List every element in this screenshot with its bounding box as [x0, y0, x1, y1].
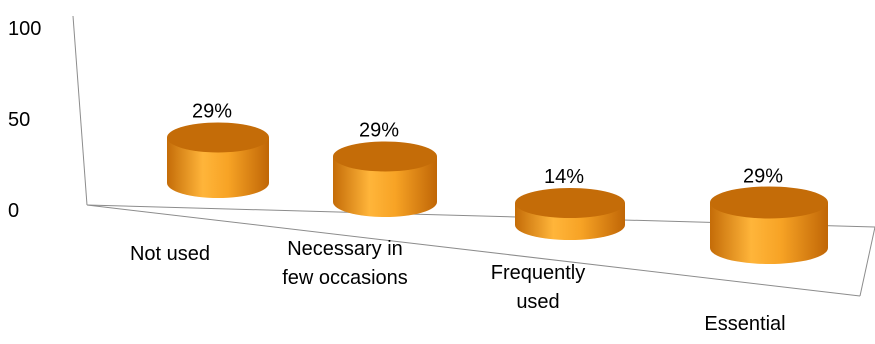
bar-top [333, 141, 437, 172]
bar-body [167, 137, 269, 198]
y-tick-label: 100 [8, 18, 41, 40]
floor-right-line [859, 226, 875, 297]
data-label: 29% [192, 100, 232, 122]
y-tick-labels: 0 50 100 [8, 18, 41, 222]
category-label: Necessary in few occasions [282, 238, 408, 289]
category-labels: Not used Necessary in few occasions Frequen… [130, 238, 786, 335]
bar-1 [167, 122, 269, 198]
data-label: 29% [359, 119, 399, 141]
bar-body [710, 202, 828, 264]
category-label: Frequently used [491, 262, 586, 313]
y-tick-label: 50 [8, 109, 30, 131]
data-labels: 29% 29% 14% 29% [192, 100, 783, 188]
bar-3 [515, 188, 625, 240]
y-tick-label: 0 [8, 200, 19, 222]
data-label: 29% [743, 165, 783, 187]
bar-2 [333, 141, 437, 217]
category-label: Essential [704, 313, 785, 335]
category-label: Not used [130, 243, 210, 265]
bar-top [515, 188, 625, 219]
bar-4 [710, 186, 828, 264]
bar-top [167, 122, 269, 153]
data-label: 14% [544, 166, 584, 188]
bar-top [710, 186, 828, 219]
bar-body [333, 156, 437, 217]
y-axis-line [72, 15, 88, 206]
bars [167, 122, 828, 264]
floor-front-line [86, 204, 861, 297]
